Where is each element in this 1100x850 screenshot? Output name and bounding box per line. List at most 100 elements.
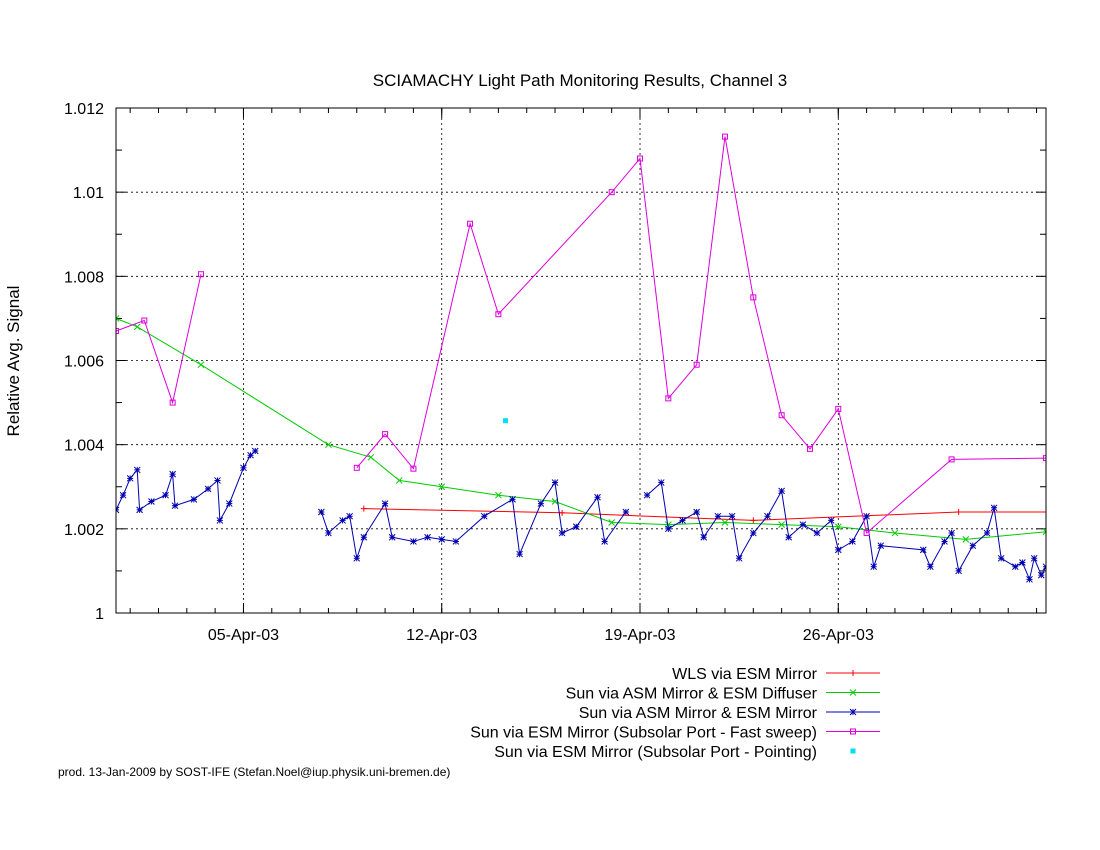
data-point	[318, 508, 325, 516]
data-point	[367, 453, 375, 461]
data-point	[197, 361, 205, 369]
data-point	[169, 470, 177, 478]
data-point	[438, 483, 446, 491]
series-3	[116, 447, 1046, 583]
data-point	[119, 491, 127, 499]
data-point	[919, 546, 927, 554]
data-point	[941, 538, 948, 545]
data-point	[664, 525, 672, 533]
x-tick-label: 26-Apr-03	[803, 627, 874, 644]
data-point	[116, 315, 120, 322]
data-point	[339, 517, 346, 524]
data-point	[990, 504, 998, 512]
data-point	[948, 529, 955, 537]
data-point	[204, 485, 212, 493]
data-point	[509, 496, 516, 503]
data-point	[382, 431, 389, 438]
data-point	[778, 412, 785, 419]
data-point	[955, 509, 962, 515]
data-point	[877, 542, 885, 550]
data-point	[1011, 563, 1019, 571]
data-point	[997, 554, 1005, 562]
data-point	[693, 361, 700, 368]
data-point	[480, 512, 488, 520]
data-point	[353, 464, 360, 471]
data-point	[850, 728, 856, 735]
y-tick-label: 1.002	[64, 522, 104, 539]
data-point	[721, 133, 728, 140]
data-point	[325, 529, 332, 537]
data-point	[424, 533, 431, 541]
data-point	[381, 500, 389, 507]
data-point	[969, 542, 977, 550]
data-point	[835, 405, 842, 412]
data-point	[850, 748, 856, 754]
data-point	[1037, 571, 1045, 579]
data-point	[495, 311, 502, 318]
data-point	[133, 323, 141, 331]
data-point	[693, 508, 701, 516]
series-line	[116, 317, 1046, 540]
data-point	[559, 509, 566, 516]
data-point	[735, 554, 743, 562]
data-point	[572, 523, 580, 531]
legend: WLS via ESM Mirror Sun via ASM Mirror & E…	[470, 666, 880, 761]
data-point	[452, 538, 460, 545]
data-point	[247, 451, 254, 459]
data-point	[353, 554, 361, 562]
data-point	[728, 512, 736, 520]
data-point	[133, 466, 141, 474]
x-tick-label: 19-Apr-03	[604, 627, 675, 644]
series-4	[116, 133, 1046, 537]
data-point	[1042, 528, 1046, 536]
data-point	[116, 328, 119, 335]
data-point	[1043, 455, 1046, 462]
data-point	[714, 512, 722, 520]
data-point	[849, 538, 856, 545]
data-point	[608, 519, 616, 526]
data-point	[806, 445, 813, 452]
data-point	[594, 493, 601, 501]
data-point	[749, 529, 757, 537]
data-point	[870, 563, 878, 571]
data-point	[251, 447, 259, 455]
data-point	[849, 689, 857, 696]
plot-series	[116, 133, 1046, 583]
data-point	[608, 189, 615, 196]
data-point	[495, 491, 502, 499]
legend-label: Sun via ASM Mirror & ESM Mirror	[579, 705, 818, 722]
data-point	[225, 500, 233, 507]
legend-swatch	[826, 728, 880, 735]
legend-swatch	[850, 748, 856, 754]
legend-swatch	[826, 708, 880, 716]
data-point	[438, 536, 446, 543]
data-point	[665, 395, 672, 402]
data-point	[637, 155, 644, 162]
data-point	[813, 529, 821, 537]
data-point	[643, 491, 651, 499]
data-point	[778, 487, 785, 495]
data-point	[360, 505, 367, 512]
chart-title: SCIAMACHY Light Path Monitoring Results,…	[373, 71, 788, 90]
y-tick-label: 1	[95, 606, 104, 623]
data-point	[834, 546, 842, 554]
data-point	[948, 456, 955, 463]
data-point	[700, 533, 708, 541]
y-tick-label: 1.012	[64, 101, 104, 118]
series-2	[116, 315, 1046, 543]
series-line	[356, 136, 1046, 534]
legend-label: WLS via ESM Mirror	[672, 666, 818, 683]
data-point	[657, 479, 665, 486]
data-point	[750, 294, 757, 301]
data-point	[197, 271, 204, 278]
series-1	[360, 505, 1046, 524]
data-point	[849, 708, 857, 716]
data-point	[136, 506, 143, 514]
footer-credit: prod. 13-Jan-2009 by SOST-IFE (Stefan.No…	[58, 765, 450, 779]
data-point	[467, 220, 474, 227]
data-point	[346, 512, 354, 520]
data-point	[190, 496, 198, 503]
data-point	[240, 464, 247, 472]
data-point	[1030, 554, 1038, 562]
